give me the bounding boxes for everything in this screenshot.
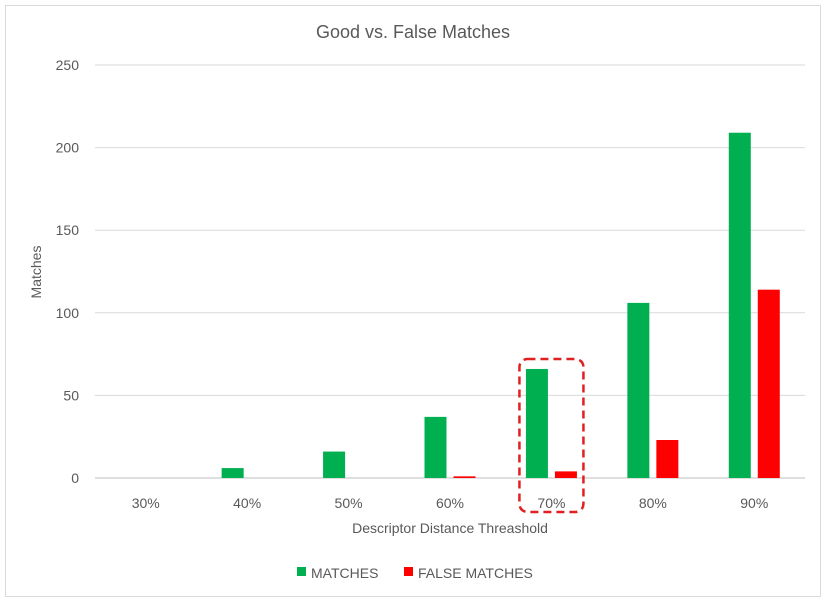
x-axis-ticks: 30% 40% 50% 60% 70% 80% 90% [132, 495, 769, 511]
x-tick-label: 90% [740, 495, 768, 511]
bar-matches [525, 368, 548, 478]
bar-false-matches [757, 289, 780, 478]
highlight-box [518, 357, 585, 514]
y-axis-label: Matches [28, 246, 44, 299]
legend: MATCHES FALSE MATCHES [297, 565, 533, 581]
bar-matches [627, 302, 650, 478]
chart-frame [5, 5, 821, 597]
bar-false-matches [656, 440, 679, 478]
chart-title: Good vs. False Matches [316, 22, 510, 42]
x-tick-label: 80% [639, 495, 667, 511]
y-tick-label: 250 [56, 57, 80, 73]
y-tick-label: 100 [56, 305, 80, 321]
legend-swatch [404, 567, 413, 576]
x-tick-label: 30% [132, 495, 160, 511]
x-tick-label: 60% [436, 495, 464, 511]
bars [221, 132, 780, 478]
y-tick-label: 50 [63, 387, 79, 403]
x-axis-label: Descriptor Distance Threashold [352, 520, 548, 536]
legend-swatch [297, 567, 306, 576]
y-tick-label: 150 [56, 222, 80, 238]
x-tick-label: 70% [537, 495, 565, 511]
bar-matches [323, 451, 346, 478]
bar-matches [221, 468, 244, 478]
y-axis-ticks: 0 50 100 150 200 250 [56, 57, 80, 486]
bar-matches [728, 132, 751, 478]
bar-false-matches [453, 476, 476, 478]
legend-label: FALSE MATCHES [418, 565, 533, 581]
legend-label: MATCHES [311, 565, 378, 581]
y-tick-label: 0 [71, 470, 79, 486]
y-tick-label: 200 [56, 140, 80, 156]
gridlines [95, 64, 805, 479]
bar-matches [424, 416, 447, 478]
x-tick-label: 40% [233, 495, 261, 511]
highlight-rect [518, 357, 585, 514]
bar-false-matches [554, 471, 577, 478]
x-tick-label: 50% [335, 495, 363, 511]
